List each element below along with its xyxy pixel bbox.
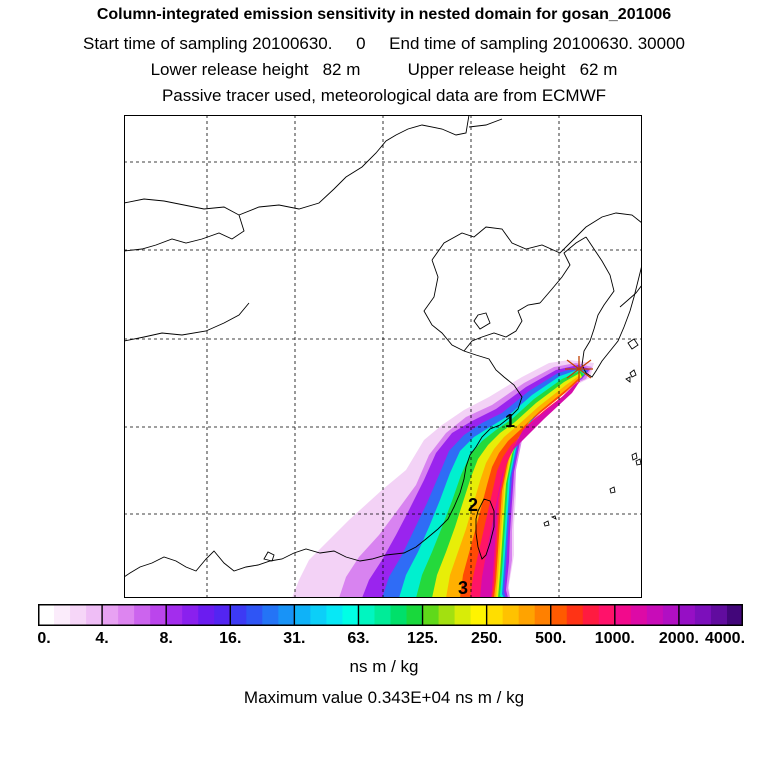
- colorbar-swatch: [70, 604, 87, 626]
- colorbar-swatch: [518, 604, 536, 626]
- colorbar-swatch: [86, 604, 103, 626]
- colorbar-swatch: [118, 604, 135, 626]
- colorbar-swatch: [582, 604, 600, 626]
- colorbar: [38, 604, 743, 626]
- colorbar-swatch: [566, 604, 584, 626]
- colorbar-swatch: [326, 604, 344, 626]
- colorbar-tick-label: 250.: [471, 630, 503, 647]
- colorbar-swatch: [630, 604, 648, 626]
- colorbar-swatch: [646, 604, 664, 626]
- plot-title: Column-integrated emission sensitivity i…: [96, 6, 672, 23]
- colorbar-tick-label: 500.: [535, 630, 567, 647]
- colorbar-swatch: [614, 604, 632, 626]
- colorbar-tick-label: 63.: [347, 630, 370, 647]
- colorbar-swatch: [150, 604, 167, 626]
- colorbar-swatch: [38, 604, 55, 626]
- colorbar-swatch: [182, 604, 199, 626]
- colorbar-swatch: [214, 604, 231, 626]
- colorbar-swatch: [278, 604, 295, 626]
- colorbar-swatch: [230, 604, 247, 626]
- colorbar-swatch: [246, 604, 263, 626]
- colorbar-swatch: [166, 604, 183, 626]
- colorbar-swatch: [454, 604, 472, 626]
- colorbar-swatch: [438, 604, 456, 626]
- colorbar-swatch: [710, 604, 728, 626]
- maximum-value: Maximum value 0.343E+04 ns m / kg: [243, 688, 525, 707]
- colorbar-swatch: [342, 604, 360, 626]
- colorbar-swatch: [358, 604, 376, 626]
- colorbar-tick-label: 31.: [283, 630, 306, 647]
- receptor-star-icon: [565, 356, 593, 382]
- colorbar-tick-label: 4.: [95, 630, 109, 647]
- colorbar-swatch: [102, 604, 119, 626]
- tracer-info-line: Passive tracer used, meteorological data…: [161, 86, 607, 105]
- colorbar-swatch: [134, 604, 151, 626]
- colorbar-swatch: [598, 604, 616, 626]
- units-label: ns m / kg: [349, 657, 419, 676]
- colorbar-tick-label: 0.: [37, 630, 51, 647]
- colorbar-swatch: [54, 604, 71, 626]
- colorbar-tick-label: 1000.: [594, 630, 635, 647]
- colorbar-swatch: [550, 604, 568, 626]
- day-marker-2: 2: [468, 495, 478, 515]
- colorbar-swatch: [390, 604, 408, 626]
- release-height-line: Lower release height 82 m Upper release …: [150, 60, 618, 79]
- colorbar-swatch: [406, 604, 424, 626]
- sampling-time-line: Start time of sampling 20100630. 0 End t…: [83, 34, 685, 53]
- colorbar-swatch: [662, 604, 680, 626]
- day-marker-1: 1: [505, 411, 515, 431]
- colorbar-swatch: [470, 604, 488, 626]
- colorbar-swatch: [262, 604, 279, 626]
- colorbar-swatch: [678, 604, 696, 626]
- colorbar-tick-label: 4000.: [704, 630, 746, 647]
- day-marker-3: 3: [458, 578, 468, 598]
- coastlines: [124, 115, 642, 578]
- colorbar-swatch: [726, 604, 743, 626]
- colorbar-swatch: [502, 604, 520, 626]
- colorbar-swatch: [198, 604, 215, 626]
- colorbar-swatch: [422, 604, 440, 626]
- colorbar-swatch: [294, 604, 311, 626]
- colorbar-tick-label: 16.: [219, 630, 242, 647]
- colorbar-swatch: [534, 604, 552, 626]
- grid-lines: [124, 115, 642, 598]
- colorbar-tick-label: 125.: [406, 630, 439, 647]
- sensitivity-map: 1 2 3: [124, 115, 642, 598]
- colorbar-tick-label: 2000.: [658, 630, 699, 647]
- colorbar-tick-label: 8.: [159, 630, 173, 647]
- colorbar-swatch: [694, 604, 712, 626]
- colorbar-border: [38, 604, 743, 626]
- colorbar-swatch: [310, 604, 328, 626]
- colorbar-swatch: [486, 604, 504, 626]
- colorbar-swatch: [374, 604, 392, 626]
